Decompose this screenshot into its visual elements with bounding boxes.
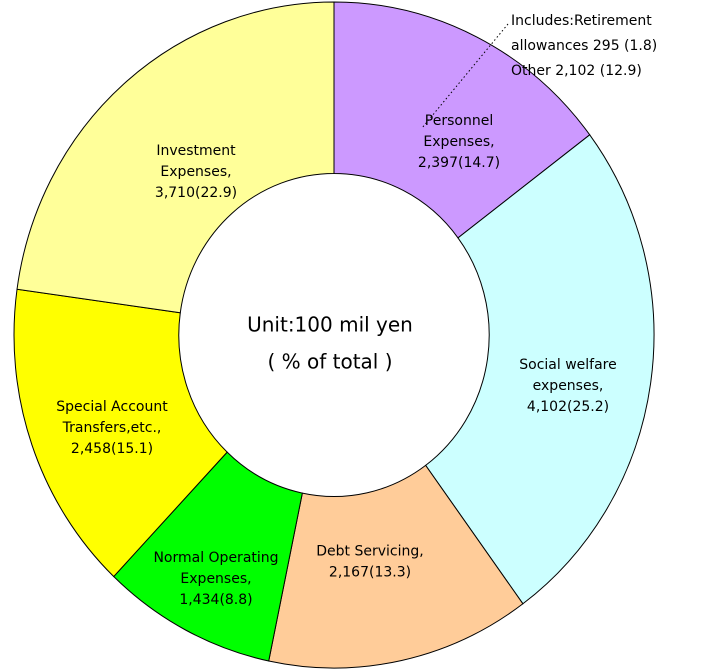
slice bbox=[13, 288, 228, 578]
center-text: Unit:100 mil yen bbox=[247, 313, 413, 337]
slice-label: Normal Operating bbox=[153, 550, 278, 566]
slice-label: Debt Servicing, bbox=[316, 544, 423, 560]
center-text: ( % of total ) bbox=[267, 350, 392, 374]
slice-label: expenses, bbox=[533, 378, 604, 394]
annotation: allowances 295 (1.8) bbox=[511, 38, 657, 54]
slice-label: Transfers,etc., bbox=[62, 420, 162, 436]
slice bbox=[424, 134, 655, 605]
slice-label: Expenses, bbox=[160, 164, 231, 180]
slice-label: Special Account bbox=[56, 399, 168, 415]
annotation: Other 2,102 (12.9) bbox=[511, 63, 642, 79]
slice-label: Investment bbox=[156, 143, 236, 159]
value-label: 1,434(8.8) bbox=[179, 592, 252, 608]
annotation-leader bbox=[421, 23, 509, 129]
slices bbox=[13, 1, 655, 669]
slice-label: Expenses, bbox=[423, 134, 494, 150]
slice bbox=[333, 1, 591, 239]
value-label: 4,102(25.2) bbox=[527, 399, 609, 415]
slice bbox=[268, 464, 524, 669]
value-label: 2,458(15.1) bbox=[71, 441, 153, 457]
slice-label: Personnel bbox=[425, 113, 493, 129]
value-label: 2,397(14.7) bbox=[418, 155, 500, 171]
slice-label: Expenses, bbox=[180, 571, 251, 587]
value-label: 3,710(22.9) bbox=[155, 185, 237, 201]
slice-label: Social welfare bbox=[519, 357, 616, 373]
value-label: 2,167(13.3) bbox=[329, 565, 411, 581]
slice bbox=[16, 1, 335, 314]
annotation: Includes:Retirement bbox=[511, 13, 652, 29]
